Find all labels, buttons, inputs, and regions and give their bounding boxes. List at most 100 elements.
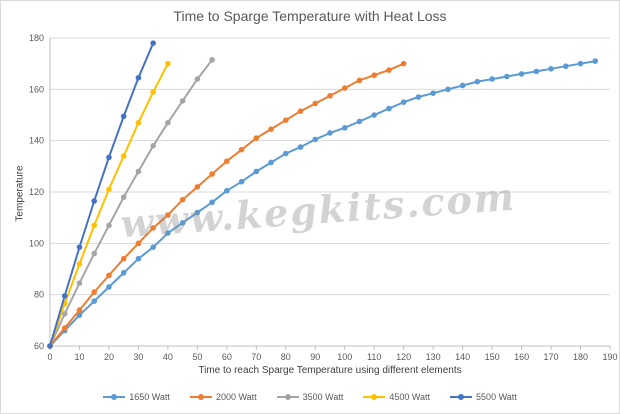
x-tick-label: 70 [251, 352, 261, 362]
x-tick-label: 80 [281, 352, 291, 362]
legend-item-1650-watt: 1650 Watt [103, 392, 170, 402]
y-tick-label: 180 [29, 33, 44, 43]
legend-swatch [189, 392, 212, 402]
series-line-5500-watt [49, 42, 155, 347]
data-point-3500-watt [179, 98, 186, 104]
data-point-5500-watt [135, 74, 142, 81]
data-point-2000-watt [224, 158, 230, 164]
data-point-2000-watt [76, 307, 83, 313]
legend-swatch [276, 392, 299, 402]
data-point-2000-watt [327, 92, 333, 99]
legend-marker [284, 394, 291, 400]
data-point-2000-watt [400, 60, 407, 67]
y-tick-label: 160 [29, 84, 44, 94]
data-point-4500-watt [165, 60, 171, 67]
data-point-1650-watt [474, 78, 481, 85]
data-point-5500-watt [106, 154, 112, 161]
data-point-3500-watt [135, 168, 142, 175]
data-point-1650-watt [386, 105, 392, 112]
data-point-1650-watt [312, 136, 319, 143]
y-tick-label: 100 [29, 238, 44, 248]
x-tick-label: 120 [396, 352, 411, 362]
legend-item-5500-watt: 5500 Watt [450, 392, 517, 402]
x-tick-label: 190 [602, 352, 617, 362]
data-point-1650-watt [209, 199, 215, 206]
data-point-2000-watt [312, 100, 319, 107]
data-point-4500-watt [150, 89, 156, 95]
legend-marker [458, 394, 465, 400]
legend-swatch [363, 392, 386, 402]
data-point-2000-watt [282, 117, 289, 123]
data-point-2000-watt [91, 289, 98, 295]
data-point-3500-watt [165, 119, 171, 126]
legend-label: 4500 Watt [389, 392, 431, 402]
x-tick-label: 140 [455, 352, 470, 362]
data-point-1650-watt [282, 150, 289, 157]
data-point-1650-watt [415, 94, 422, 100]
data-point-1650-watt [165, 230, 171, 236]
data-point-3500-watt [91, 250, 98, 257]
x-tick-label: 30 [133, 352, 143, 362]
x-tick-label: 100 [337, 352, 352, 362]
data-point-1650-watt [297, 144, 304, 150]
x-tick-label: 160 [514, 352, 529, 362]
y-tick-label: 120 [29, 187, 44, 197]
data-point-4500-watt [76, 261, 83, 267]
data-point-3500-watt [194, 76, 201, 82]
data-point-2000-watt [268, 126, 274, 132]
data-point-5500-watt [76, 244, 83, 250]
data-point-2000-watt [120, 255, 127, 262]
data-point-1650-watt [489, 76, 495, 82]
data-point-1650-watt [445, 86, 451, 93]
data-point-4500-watt [91, 222, 98, 229]
data-point-5500-watt [91, 198, 98, 204]
legend-marker [197, 394, 204, 400]
data-point-1650-watt [253, 168, 260, 175]
data-point-1650-watt [341, 125, 348, 131]
data-point-1650-watt [371, 112, 378, 118]
data-point-1650-watt [548, 66, 554, 72]
legend-swatch [450, 392, 473, 402]
data-point-4500-watt [106, 186, 112, 193]
legend-item-4500-watt: 4500 Watt [363, 392, 430, 402]
data-point-2000-watt [386, 67, 392, 73]
ticks: 60 80 100 120 140 160 180 0 10 20 30 40 50 60 70 80 90 10… [29, 33, 618, 362]
data-point-1650-watt [400, 99, 407, 105]
series-line-3500-watt [49, 59, 213, 347]
legend: 1650 Watt 2000 Watt 3500 Watt 4500 Watt 5500… [0, 392, 620, 402]
data-point-1650-watt [327, 130, 333, 136]
x-axis-label: Time to reach Sparge Temperature using d… [198, 365, 462, 376]
data-point-1650-watt [592, 58, 599, 64]
data-point-1650-watt [150, 244, 156, 250]
data-point-1650-watt [76, 312, 83, 319]
legend-swatch [103, 392, 126, 402]
data-point-1650-watt [224, 187, 230, 194]
data-point-2000-watt [371, 72, 378, 79]
y-tick-label: 60 [34, 341, 44, 351]
data-point-3500-watt [150, 143, 156, 149]
y-tick-label: 140 [29, 136, 44, 146]
legend-label: 3500 Watt [302, 392, 344, 402]
data-point-5500-watt [120, 113, 127, 120]
data-point-2000-watt [106, 272, 112, 279]
x-tick-label: 10 [74, 352, 84, 362]
legend-label: 2000 Watt [215, 392, 257, 402]
data-point-1650-watt [179, 220, 186, 226]
legend-marker [111, 394, 118, 400]
data-point-2000-watt [297, 108, 304, 114]
data-point-2000-watt [179, 196, 186, 203]
data-point-1650-watt [562, 63, 569, 70]
data-point-2000-watt [150, 225, 156, 231]
data-point-1650-watt [106, 284, 112, 290]
data-point-2000-watt [135, 240, 142, 247]
x-tick-label: 180 [573, 352, 588, 362]
legend-label: 1650 Watt [129, 392, 170, 402]
data-point-3500-watt [209, 57, 215, 63]
data-point-5500-watt [47, 343, 53, 349]
legend-marker [371, 394, 378, 400]
x-tick-label: 110 [367, 352, 381, 362]
x-tick-label: 90 [310, 352, 320, 362]
data-point-2000-watt [61, 325, 68, 331]
x-tick-label: 20 [104, 352, 114, 362]
